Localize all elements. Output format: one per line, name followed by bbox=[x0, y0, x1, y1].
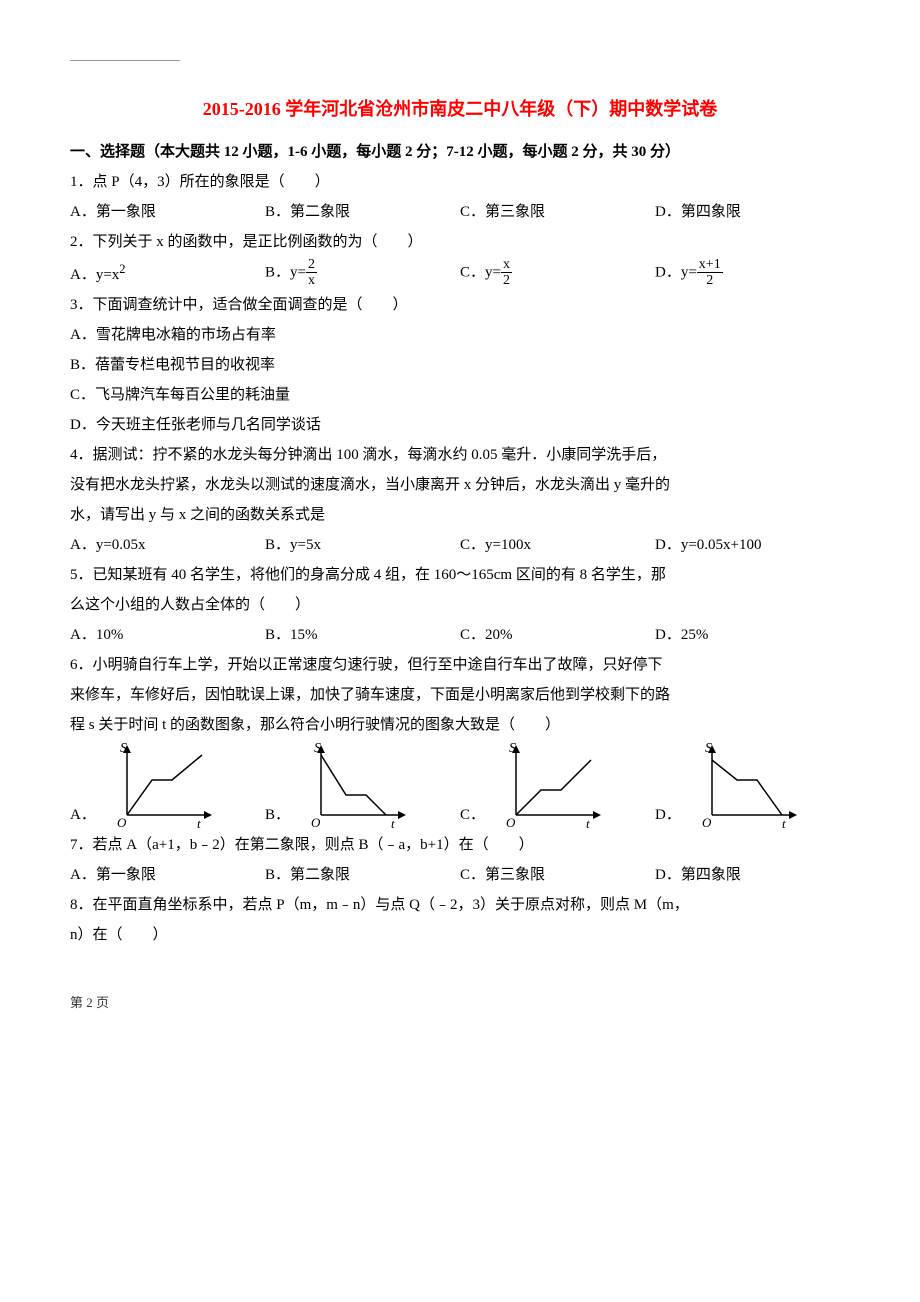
q6-svg-d: S O t bbox=[687, 740, 807, 830]
q2-b-pre: B．y= bbox=[265, 264, 306, 280]
q2-opt-b: B．y=2x bbox=[265, 257, 460, 290]
q4-stem-3: 水，请写出 y 与 x 之间的函数关系式是 bbox=[70, 500, 850, 530]
q7-stem: 7．若点 A（a+1，b﹣2）在第二象限，则点 B（﹣a，b+1）在（ ） bbox=[70, 830, 850, 860]
q2-b-frac: 2x bbox=[306, 257, 317, 289]
q4-opt-c: C．y=100x bbox=[460, 530, 655, 560]
q2-options: A．y=x2 B．y=2x C．y=x2 D．y=x+12 bbox=[70, 257, 850, 290]
q5-options: A．10% B．15% C．20% D．25% bbox=[70, 620, 850, 650]
q6-label-d: D． bbox=[655, 800, 681, 830]
q5-opt-d: D．25% bbox=[655, 620, 850, 650]
q2-b-den: x bbox=[306, 273, 317, 288]
q1-stem: 1．点 P（4，3）所在的象限是（ ） bbox=[70, 167, 850, 197]
q2-opt-c: C．y=x2 bbox=[460, 257, 655, 290]
q3-opt-c: C．飞马牌汽车每百公里的耗油量 bbox=[70, 380, 850, 410]
q2-a-pre: A．y=x bbox=[70, 267, 119, 283]
q4-options: A．y=0.05x B．y=5x C．y=100x D．y=0.05x+100 bbox=[70, 530, 850, 560]
q3-opt-d: D．今天班主任张老师与几名同学谈话 bbox=[70, 410, 850, 440]
q6-graph-c: C． S O t bbox=[460, 740, 655, 830]
q6-label-a: A． bbox=[70, 800, 96, 830]
q7-opt-b: B．第二象限 bbox=[265, 860, 460, 890]
q1-opt-d: D．第四象限 bbox=[655, 197, 850, 227]
q2-d-pre: D．y= bbox=[655, 264, 697, 280]
q1-opt-b: B．第二象限 bbox=[265, 197, 460, 227]
section-1-heading: 一、选择题（本大题共 12 小题，1-6 小题，每小题 2 分；7-12 小题，… bbox=[70, 137, 850, 167]
q8-stem-1: 8．在平面直角坐标系中，若点 P（m，m﹣n）与点 Q（﹣2，3）关于原点对称，… bbox=[70, 890, 850, 920]
q2-b-num: 2 bbox=[306, 257, 317, 273]
q6-label-c: C． bbox=[460, 800, 485, 830]
q6-graphs: A． S O t B． S O t C． S bbox=[70, 740, 850, 830]
q2-d-den: 2 bbox=[697, 273, 723, 288]
q2-a-sup: 2 bbox=[119, 262, 125, 276]
q1-options: A．第一象限 B．第二象限 C．第三象限 D．第四象限 bbox=[70, 197, 850, 227]
axis-o-label: O bbox=[702, 815, 712, 830]
q7-opt-c: C．第三象限 bbox=[460, 860, 655, 890]
q6-graph-a: A． S O t bbox=[70, 740, 265, 830]
q4-stem-2: 没有把水龙头拧紧，水龙头以测试的速度滴水，当小康离开 x 分钟后，水龙头滴出 y… bbox=[70, 470, 850, 500]
axis-o-label: O bbox=[506, 815, 516, 830]
q5-opt-b: B．15% bbox=[265, 620, 460, 650]
axis-o-label: O bbox=[311, 815, 321, 830]
axis-o-label: O bbox=[117, 815, 127, 830]
q3-opt-b: B．蓓蕾专栏电视节目的收视率 bbox=[70, 350, 850, 380]
q6-svg-a: S O t bbox=[102, 740, 222, 830]
q7-opt-a: A．第一象限 bbox=[70, 860, 265, 890]
header-divider bbox=[70, 60, 180, 61]
q3-opt-a: A．雪花牌电冰箱的市场占有率 bbox=[70, 320, 850, 350]
q7-options: A．第一象限 B．第二象限 C．第三象限 D．第四象限 bbox=[70, 860, 850, 890]
q3-stem: 3．下面调查统计中，适合做全面调查的是（ ） bbox=[70, 290, 850, 320]
q2-d-num: x+1 bbox=[697, 257, 723, 273]
q2-c-frac: x2 bbox=[501, 257, 512, 289]
q4-opt-d: D．y=0.05x+100 bbox=[655, 530, 850, 560]
q4-opt-b: B．y=5x bbox=[265, 530, 460, 560]
q6-stem-3: 程 s 关于时间 t 的函数图象，那么符合小明行驶情况的图象大致是（ ） bbox=[70, 710, 850, 740]
q6-stem-1: 6．小明骑自行车上学，开始以正常速度匀速行驶，但行至中途自行车出了故障，只好停下 bbox=[70, 650, 850, 680]
q6-svg-b: S O t bbox=[296, 740, 416, 830]
q6-graph-d: D． S O t bbox=[655, 740, 850, 830]
q2-opt-a: A．y=x2 bbox=[70, 257, 265, 290]
page-footer: 第 2 页 bbox=[70, 990, 850, 1016]
q4-stem-1: 4．据测试：拧不紧的水龙头每分钟滴出 100 滴水，每滴水约 0.05 毫升．小… bbox=[70, 440, 850, 470]
q2-c-num: x bbox=[501, 257, 512, 273]
q5-opt-a: A．10% bbox=[70, 620, 265, 650]
q7-opt-d: D．第四象限 bbox=[655, 860, 850, 890]
q2-c-pre: C．y= bbox=[460, 264, 501, 280]
q8-stem-2: n）在（ ） bbox=[70, 920, 850, 950]
q2-stem: 2．下列关于 x 的函数中，是正比例函数的为（ ） bbox=[70, 227, 850, 257]
q6-svg-c: S O t bbox=[491, 740, 611, 830]
q2-c-den: 2 bbox=[501, 273, 512, 288]
q5-stem-1: 5．已知某班有 40 名学生，将他们的身高分成 4 组，在 160～165cm … bbox=[70, 560, 850, 590]
axis-x-label: t bbox=[391, 816, 395, 830]
q2-opt-d: D．y=x+12 bbox=[655, 257, 850, 290]
axis-x-label: t bbox=[586, 816, 590, 830]
q6-stem-2: 来修车，车修好后，因怕耽误上课，加快了骑车速度，下面是小明离家后他到学校剩下的路 bbox=[70, 680, 850, 710]
q4-opt-a: A．y=0.05x bbox=[70, 530, 265, 560]
q5-opt-c: C．20% bbox=[460, 620, 655, 650]
q1-opt-c: C．第三象限 bbox=[460, 197, 655, 227]
q1-opt-a: A．第一象限 bbox=[70, 197, 265, 227]
exam-title: 2015-2016 学年河北省沧州市南皮二中八年级（下）期中数学试卷 bbox=[70, 91, 850, 127]
q2-d-frac: x+12 bbox=[697, 257, 723, 289]
q6-graph-b: B． S O t bbox=[265, 740, 460, 830]
axis-x-label: t bbox=[782, 816, 786, 830]
q5-stem-2: 么这个小组的人数占全体的（ ） bbox=[70, 590, 850, 620]
q6-label-b: B． bbox=[265, 800, 290, 830]
axis-x-label: t bbox=[197, 816, 201, 830]
